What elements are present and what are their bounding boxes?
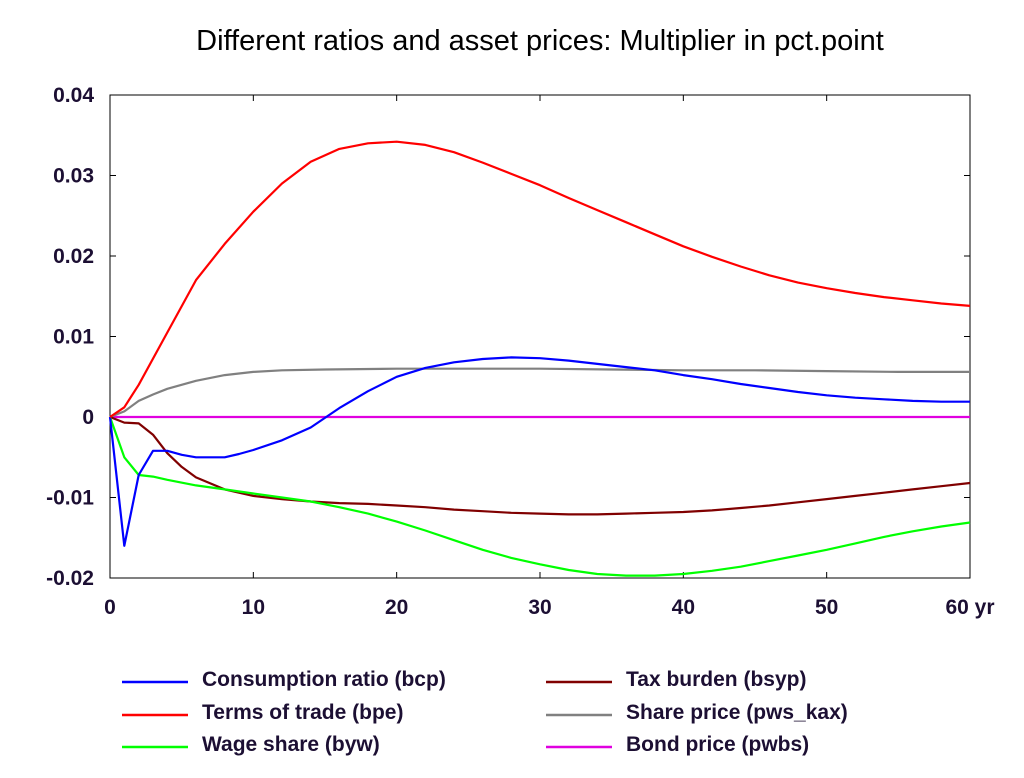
y-tick-label: 0.03 [53, 165, 94, 188]
legend: Consumption ratio (bcp) Terms of trade (b… [122, 668, 848, 756]
x-tick-label: 20 [385, 596, 408, 619]
series-line-wage-share-byw [108, 416, 971, 577]
legend-label: Terms of trade (bpe) [202, 701, 403, 724]
plot-area: -0.02 -0.01 0 0.01 0.02 0.03 0.04 0 10 20 30 40 50 60… [46, 84, 994, 619]
y-tick-label: 0.02 [53, 245, 94, 268]
x-tick-label: 0 [104, 596, 116, 619]
x-tick-label: 30 [528, 596, 551, 619]
x-tick-label: 10 [242, 596, 265, 619]
y-tick-label: 0 [82, 406, 94, 429]
legend-label: Wage share (byw) [202, 733, 380, 756]
legend-label: Share price (pws_kax) [626, 701, 848, 724]
plot-frame [109, 94, 971, 579]
y-tick-label: -0.01 [46, 487, 94, 510]
y-tick-label: -0.02 [46, 567, 94, 590]
x-tick-label: 60 yr [945, 596, 994, 619]
x-tick-label: 50 [815, 596, 838, 619]
y-tick-label: 0.04 [53, 84, 94, 107]
chart-title: Different ratios and asset prices: Multi… [196, 25, 884, 57]
legend-label: Bond price (pwbs) [626, 733, 809, 756]
x-tick-label: 40 [672, 596, 695, 619]
series-line-share-price-pws-kax [109, 367, 970, 419]
series-line-terms-of-trade-bpe [109, 140, 971, 418]
legend-label: Consumption ratio (bcp) [202, 668, 446, 691]
series-line-consumption-ratio-bcp [108, 356, 970, 547]
y-tick-label: 0.01 [53, 326, 94, 349]
series-line-tax-burden-bsyp [109, 415, 971, 516]
legend-label: Tax burden (bsyp) [626, 668, 806, 691]
